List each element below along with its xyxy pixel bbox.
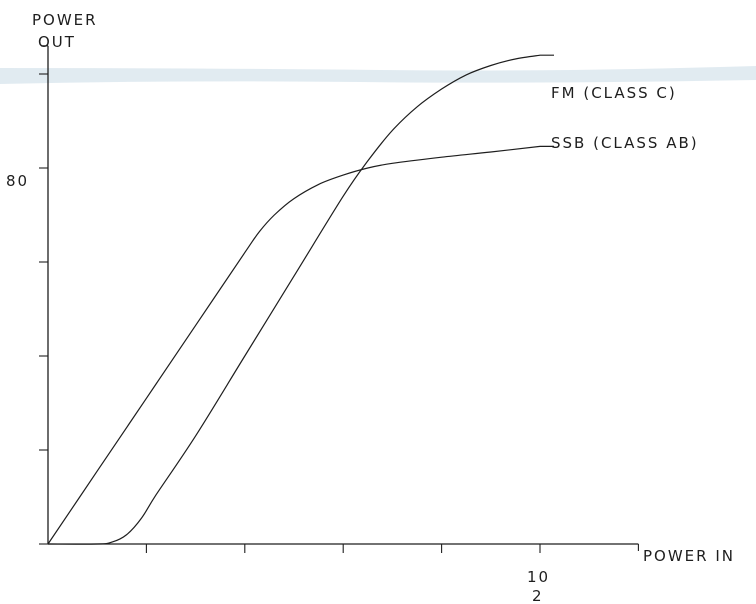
axes bbox=[47, 45, 639, 545]
ticks bbox=[39, 45, 639, 553]
y-axis-label-line1: POWER bbox=[32, 11, 98, 29]
labels: POWER OUT POWER IN 10 2 80 FM (CLASS C) … bbox=[6, 11, 735, 604]
x-tick-sublabel: 2 bbox=[532, 587, 544, 604]
x-tick-label-10: 10 bbox=[527, 568, 550, 586]
y-axis-label-line2: OUT bbox=[38, 33, 76, 51]
legend-label-fm-class-c: FM (CLASS C) bbox=[551, 84, 677, 102]
series-line-0 bbox=[47, 145, 554, 545]
y-tick-label-80: 80 bbox=[6, 172, 29, 190]
legend-label-ssb-class-ab: SSB (CLASS AB) bbox=[551, 134, 699, 152]
scan-edge-tint bbox=[0, 66, 756, 84]
x-axis-label: POWER IN bbox=[643, 547, 735, 565]
curves bbox=[47, 54, 554, 545]
series-line-1 bbox=[47, 54, 554, 545]
